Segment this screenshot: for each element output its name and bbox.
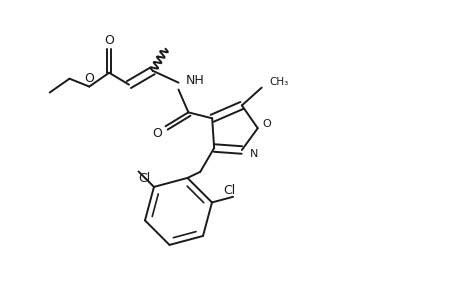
Text: Cl: Cl — [138, 172, 150, 185]
Text: O: O — [104, 34, 114, 46]
Text: N: N — [249, 149, 257, 159]
Text: CH₃: CH₃ — [269, 76, 288, 87]
Text: NH: NH — [185, 74, 204, 87]
Text: Cl: Cl — [223, 184, 235, 197]
Text: O: O — [262, 119, 270, 129]
Text: O: O — [84, 72, 94, 85]
Text: O: O — [152, 127, 162, 140]
